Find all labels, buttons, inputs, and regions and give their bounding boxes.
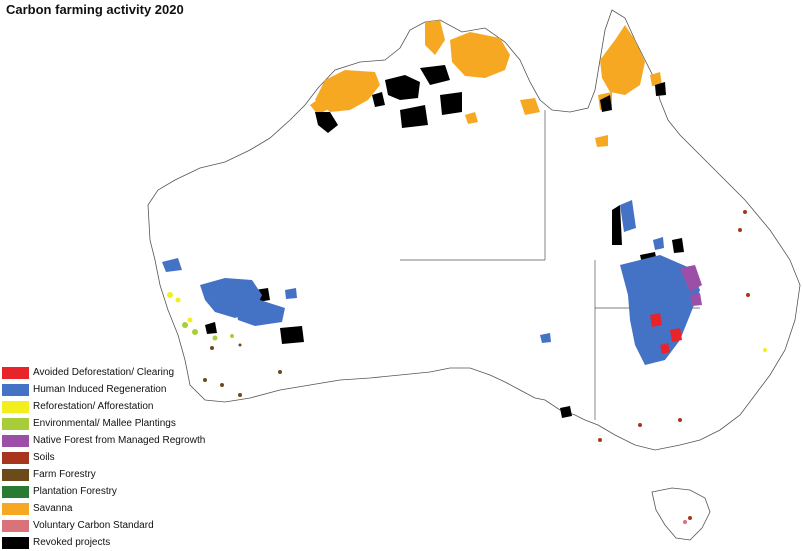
legend-label: Native Forest from Managed Regrowth (33, 435, 206, 446)
legend-item-revoked-projects: Revoked projects (2, 534, 262, 551)
legend-item-reforestation: Reforestation/ Afforestation (2, 398, 262, 415)
legend-item-soils: Soils (2, 449, 262, 466)
light-green-swatch-icon (2, 417, 29, 430)
savanna-areas (310, 20, 662, 147)
legend-label: Reforestation/ Afforestation (33, 401, 154, 412)
purple-swatch-icon (2, 434, 29, 447)
legend: Avoided Deforestation/ Clearing Human In… (2, 364, 262, 551)
black-swatch-icon (2, 536, 29, 549)
legend-label: Savanna (33, 503, 73, 514)
legend-item-voluntary-carbon-standard: Voluntary Carbon Standard (2, 517, 262, 534)
mallee-plantings-areas (182, 322, 234, 341)
legend-label: Revoked projects (33, 537, 111, 548)
blue-swatch-icon (2, 383, 29, 396)
legend-label: Avoided Deforestation/ Clearing (33, 367, 175, 378)
legend-item-savanna: Savanna (2, 500, 262, 517)
avoided-deforestation-areas (650, 313, 682, 354)
soils-areas (598, 210, 750, 520)
brown-swatch-icon (2, 468, 29, 481)
rust-swatch-icon (2, 451, 29, 464)
legend-label: Soils (33, 452, 55, 463)
dark-green-swatch-icon (2, 485, 29, 498)
map-title: Carbon farming activity 2020 (6, 2, 184, 17)
tasmania-outline (651, 487, 711, 541)
legend-label: Plantation Forestry (33, 486, 117, 497)
legend-item-human-induced-regeneration: Human Induced Regeneration (2, 381, 262, 398)
orange-swatch-icon (2, 502, 29, 515)
reforestation-areas (167, 292, 767, 352)
legend-label: Farm Forestry (33, 469, 96, 480)
farm-forestry-areas (203, 343, 282, 397)
pink-swatch-icon (2, 519, 29, 532)
legend-label: Environmental/ Mallee Plantings (33, 418, 176, 429)
legend-item-native-forest: Native Forest from Managed Regrowth (2, 432, 262, 449)
legend-item-avoided-deforestation: Avoided Deforestation/ Clearing (2, 364, 262, 381)
red-swatch-icon (2, 366, 29, 379)
yellow-swatch-icon (2, 400, 29, 413)
legend-label: Voluntary Carbon Standard (33, 520, 154, 531)
legend-label: Human Induced Regeneration (33, 384, 167, 395)
legend-item-mallee-plantings: Environmental/ Mallee Plantings (2, 415, 262, 432)
native-forest-areas (680, 265, 702, 306)
legend-item-plantation-forestry: Plantation Forestry (2, 483, 262, 500)
legend-item-farm-forestry: Farm Forestry (2, 466, 262, 483)
vcs-areas (683, 520, 687, 524)
revoked-areas (205, 65, 684, 418)
